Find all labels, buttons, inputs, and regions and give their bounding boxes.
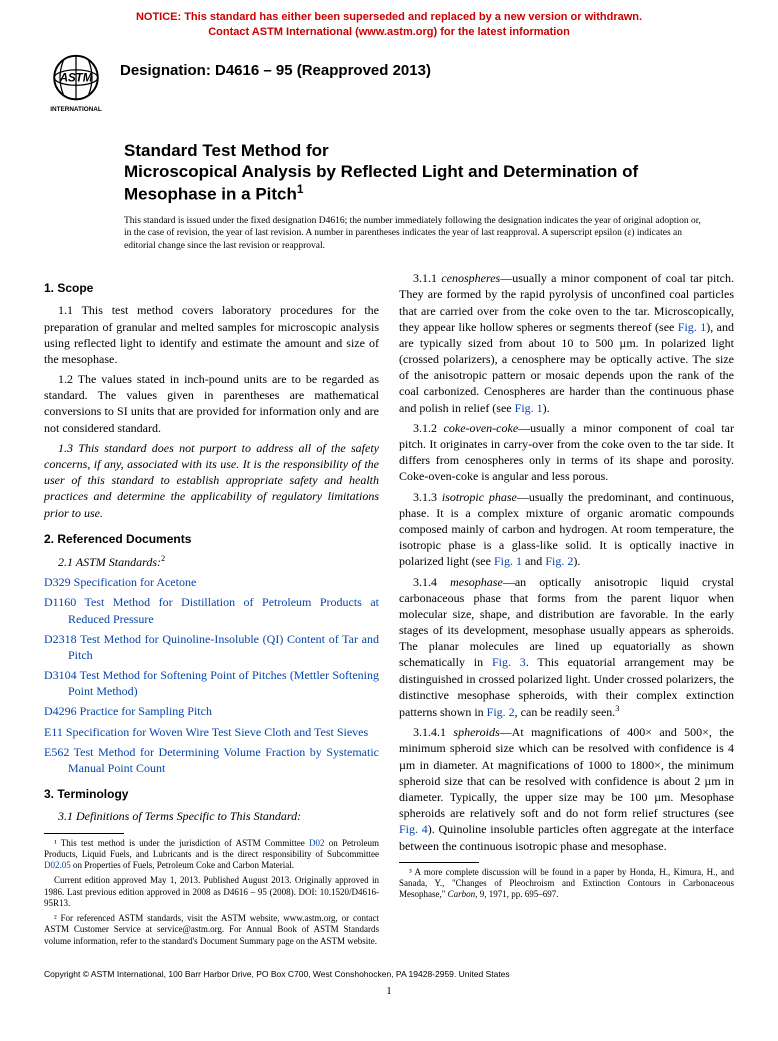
page-body: ASTM INTERNATIONAL Designation: D4616 – … xyxy=(0,52,778,1017)
link-fig1c[interactable]: Fig. 1 xyxy=(494,554,522,568)
ref-link[interactable]: D2318 Test Method for Quinoline-Insolubl… xyxy=(44,632,379,662)
ref-link[interactable]: D4296 Practice for Sampling Pitch xyxy=(44,704,212,718)
ref-item: D3104 Test Method for Softening Point of… xyxy=(44,667,379,699)
notice-banner: NOTICE: This standard has either been su… xyxy=(0,0,778,44)
notice-line1: NOTICE: This standard has either been su… xyxy=(136,11,642,23)
link-fig3[interactable]: Fig. 3 xyxy=(492,655,526,669)
term-3-1-4: 3.1.4 mesophase—an optically anisotropic… xyxy=(399,574,734,721)
ref-item: E562 Test Method for Determining Volume … xyxy=(44,744,379,776)
term-3-1-1: 3.1.1 cenospheres—usually a minor compon… xyxy=(399,270,734,416)
scope-1-2: 1.2 The values stated in inch-pound unit… xyxy=(44,371,379,436)
designation: Designation: D4616 – 95 (Reapproved 2013… xyxy=(120,62,431,79)
scope-1-1: 1.1 This test method covers laboratory p… xyxy=(44,302,379,367)
term-sub: 3.1 Definitions of Terms Specific to Thi… xyxy=(44,808,379,824)
ref-item: D4296 Practice for Sampling Pitch xyxy=(44,703,379,719)
link-d02[interactable]: D02 xyxy=(309,838,325,848)
ref-item: E11 Specification for Woven Wire Test Si… xyxy=(44,724,379,740)
astm-logo: ASTM INTERNATIONAL xyxy=(44,52,108,116)
ref-link[interactable]: E562 Test Method for Determining Volume … xyxy=(44,745,379,775)
notice-line2: Contact ASTM International (www.astm.org… xyxy=(208,26,570,38)
link-d0205[interactable]: D02.05 xyxy=(44,860,71,870)
footnote-1: ¹ This test method is under the jurisdic… xyxy=(44,838,379,872)
footnote-rule-right xyxy=(399,862,479,863)
title-pre: Standard Test Method for xyxy=(124,140,734,161)
refdocs-head: 2. Referenced Documents xyxy=(44,531,379,547)
ref-item: D1160 Test Method for Distillation of Pe… xyxy=(44,594,379,626)
title-block: Standard Test Method for Microscopical A… xyxy=(124,140,734,205)
scope-1-3: 1.3 This standard does not purport to ad… xyxy=(44,440,379,521)
term-head: 3. Terminology xyxy=(44,786,379,802)
footnote-1b: Current edition approved May 1, 2013. Pu… xyxy=(44,875,379,909)
term-3-1-2: 3.1.2 coke-oven-coke—usually a minor com… xyxy=(399,420,734,485)
content-columns: 1. Scope 1.1 This test method covers lab… xyxy=(44,270,734,951)
term-3-1-4-1: 3.1.4.1 spheroids—At magnifications of 4… xyxy=(399,724,734,854)
link-fig1b[interactable]: Fig. 1 xyxy=(515,401,543,415)
copyright: Copyright © ASTM International, 100 Barr… xyxy=(44,969,734,979)
header-row: ASTM INTERNATIONAL Designation: D4616 – … xyxy=(44,52,734,116)
link-fig4[interactable]: Fig. 4 xyxy=(399,822,428,836)
ref-item: D329 Specification for Acetone xyxy=(44,574,379,590)
svg-text:ASTM: ASTM xyxy=(59,72,93,84)
ref-link[interactable]: D329 Specification for Acetone xyxy=(44,575,196,589)
issued-note: This standard is issued under the fixed … xyxy=(124,215,704,252)
link-fig2b[interactable]: Fig. 2 xyxy=(487,705,515,719)
link-fig2a[interactable]: Fig. 2 xyxy=(545,554,573,568)
footnote-3: ³ A more complete discussion will be fou… xyxy=(399,867,734,901)
ref-link[interactable]: E11 Specification for Woven Wire Test Si… xyxy=(44,725,368,739)
ref-list: D329 Specification for Acetone D1160 Test… xyxy=(44,574,379,776)
footnote-2: ² For referenced ASTM standards, visit t… xyxy=(44,913,379,947)
footnote-rule-left xyxy=(44,833,124,834)
svg-text:INTERNATIONAL: INTERNATIONAL xyxy=(50,106,102,113)
ref-link[interactable]: D1160 Test Method for Distillation of Pe… xyxy=(44,595,379,625)
title-main: Microscopical Analysis by Reflected Ligh… xyxy=(124,161,734,205)
scope-head: 1. Scope xyxy=(44,280,379,296)
term-3-1-3: 3.1.3 isotropic phase—usually the predom… xyxy=(399,489,734,570)
ref-link[interactable]: D3104 Test Method for Softening Point of… xyxy=(44,668,379,698)
ref-item: D2318 Test Method for Quinoline-Insolubl… xyxy=(44,631,379,663)
page-number: 1 xyxy=(44,985,734,997)
link-fig1a[interactable]: Fig. 1 xyxy=(678,320,706,334)
refdocs-sub: 2.1 ASTM Standards:2 xyxy=(44,553,379,570)
